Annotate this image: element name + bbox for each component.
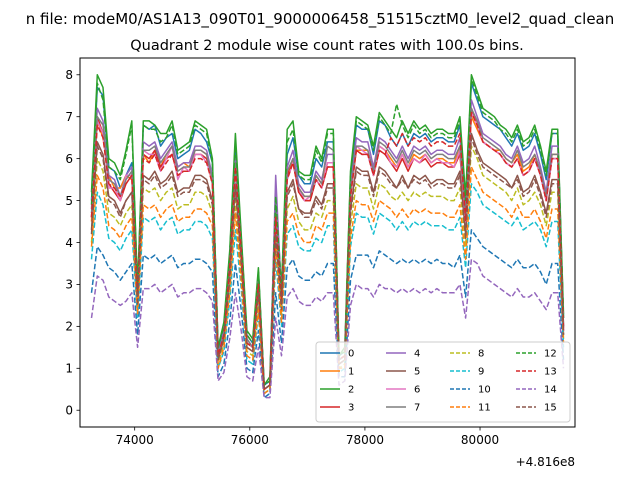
y-tick-label: 2 <box>65 320 73 334</box>
series-line-11 <box>90 166 565 395</box>
y-tick-label: 1 <box>65 362 73 376</box>
legend-label-1: 1 <box>348 367 354 378</box>
series-line-12 <box>90 78 565 386</box>
x-tick-label: 74000 <box>116 433 154 447</box>
series-line-13 <box>90 111 565 391</box>
legend-label-8: 8 <box>478 349 484 360</box>
legend-label-0: 0 <box>348 349 354 360</box>
x-tick-label: 78000 <box>346 433 384 447</box>
series-line-15 <box>90 136 565 391</box>
legend-label-4: 4 <box>414 349 420 360</box>
x-offset-label: +4.816e8 <box>516 455 575 469</box>
legend-label-14: 14 <box>544 385 557 396</box>
legend-label-2: 2 <box>348 385 354 396</box>
x-tick-label: 76000 <box>231 433 269 447</box>
legend-label-10: 10 <box>478 385 491 396</box>
y-tick-label: 4 <box>65 236 73 250</box>
series-line-5 <box>90 132 565 391</box>
y-tick-label: 6 <box>65 152 73 166</box>
legend-label-15: 15 <box>544 403 557 414</box>
series-line-2 <box>90 74 565 386</box>
legend-label-12: 12 <box>544 349 557 360</box>
series-line-6 <box>90 111 565 391</box>
legend-label-6: 6 <box>414 385 420 396</box>
y-tick-label: 0 <box>65 404 73 418</box>
legend-label-5: 5 <box>414 367 420 378</box>
legend-label-7: 7 <box>414 403 420 414</box>
legend-box <box>315 341 571 423</box>
legend-label-9: 9 <box>478 367 484 378</box>
y-tick-label: 5 <box>65 194 73 208</box>
y-tick-label: 8 <box>65 68 73 82</box>
y-tick-label: 3 <box>65 278 73 292</box>
series-line-0 <box>90 82 565 386</box>
legend-label-11: 11 <box>478 403 491 414</box>
series-line-14 <box>90 258 565 399</box>
legend-label-13: 13 <box>544 367 557 378</box>
x-tick-label: 80000 <box>461 433 499 447</box>
series-line-4 <box>90 99 565 391</box>
figure-suptitle: n file: modeM0/AS1A13_090T01_9000006458_… <box>26 10 615 29</box>
series-line-7 <box>90 107 565 391</box>
series-line-9 <box>90 183 565 395</box>
y-tick-label: 7 <box>65 110 73 124</box>
legend-label-3: 3 <box>348 403 354 414</box>
ticks-layer: 74000 76000 78000 80000 0 1 2 3 4 5 6 7 8 <box>65 68 499 447</box>
axes-title: Quadrant 2 module wise count rates with … <box>130 38 524 54</box>
series-line-10 <box>90 229 565 399</box>
series-line-8 <box>90 145 565 395</box>
series-layer <box>90 74 565 399</box>
